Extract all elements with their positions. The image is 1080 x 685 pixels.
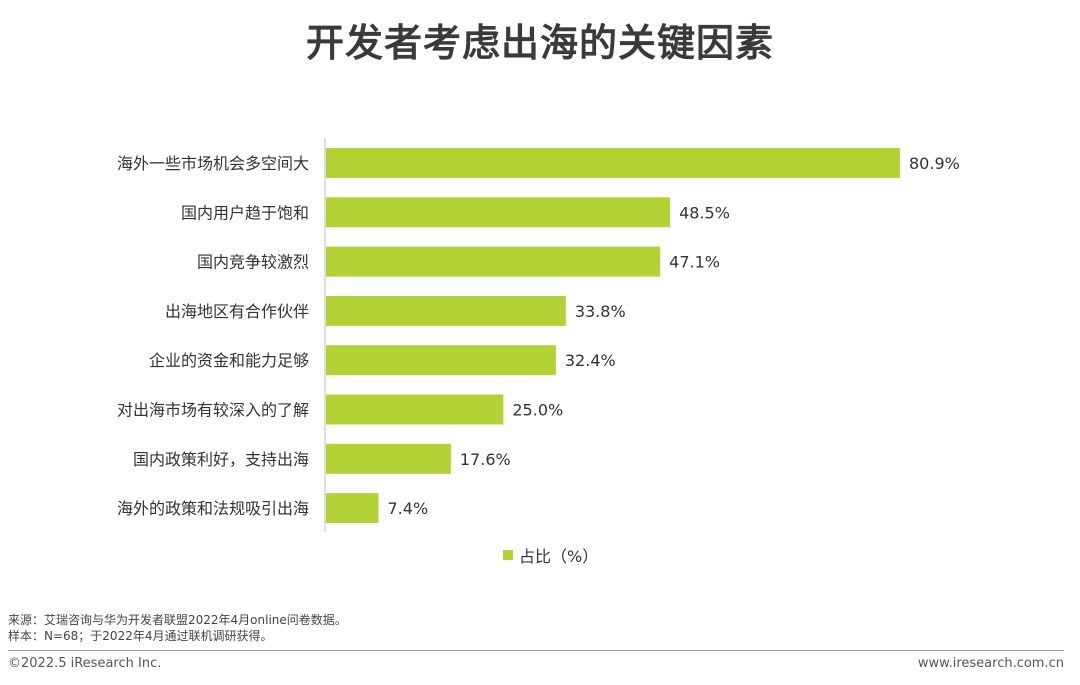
category-label: 海外的政策和法规吸引出海 (117, 499, 309, 518)
legend-label: 占比（%） (519, 547, 599, 566)
bar (326, 148, 900, 178)
category-label: 对出海市场有较深入的了解 (117, 401, 309, 420)
bar (326, 197, 671, 228)
value-label: 7.4% (388, 499, 429, 518)
category-label: 国内用户趋于饱和 (181, 203, 309, 222)
bar (326, 493, 379, 524)
value-label: 48.5% (679, 203, 730, 222)
bar (326, 295, 566, 326)
chart-notes: 来源：艾瑞咨询与华为开发者联盟2022年4月online问卷数据。 样本：N=6… (8, 612, 347, 644)
bar (326, 246, 661, 277)
page-title: 开发者考虑出海的关键因素 (305, 21, 774, 65)
legend-swatch (503, 550, 513, 560)
value-label: 17.6% (460, 450, 511, 469)
website-link[interactable]: www.iresearch.com.cn (917, 656, 1064, 671)
value-label: 47.1% (669, 253, 720, 272)
value-label: 80.9% (909, 154, 960, 173)
value-label: 33.8% (575, 302, 626, 321)
bar (326, 345, 556, 376)
bar (326, 394, 504, 425)
bar-chart: 海外一些市场机会多空间大 80.9% 国内用户趋于饱和 48.5% 国内竞争较激烈 47.… (117, 138, 960, 532)
sample-note: 样本：N=68；于2022年4月通过联机调研获得。 (8, 629, 273, 643)
category-label: 国内政策利好，支持出海 (133, 450, 309, 469)
bar (326, 443, 451, 474)
category-label: 国内竞争较激烈 (197, 253, 309, 272)
category-label: 出海地区有合作伙伴 (165, 302, 309, 321)
chart-legend: 占比（%） (503, 543, 598, 567)
value-label: 32.4% (565, 351, 616, 370)
category-label: 企业的资金和能力足够 (149, 351, 309, 370)
footer-divider (8, 650, 1064, 651)
value-label: 25.0% (512, 401, 563, 420)
source-note: 来源：艾瑞咨询与华为开发者联盟2022年4月online问卷数据。 (8, 613, 347, 627)
copyright-text: ©2022.5 iResearch Inc. (8, 656, 162, 671)
category-label: 海外一些市场机会多空间大 (117, 154, 309, 173)
